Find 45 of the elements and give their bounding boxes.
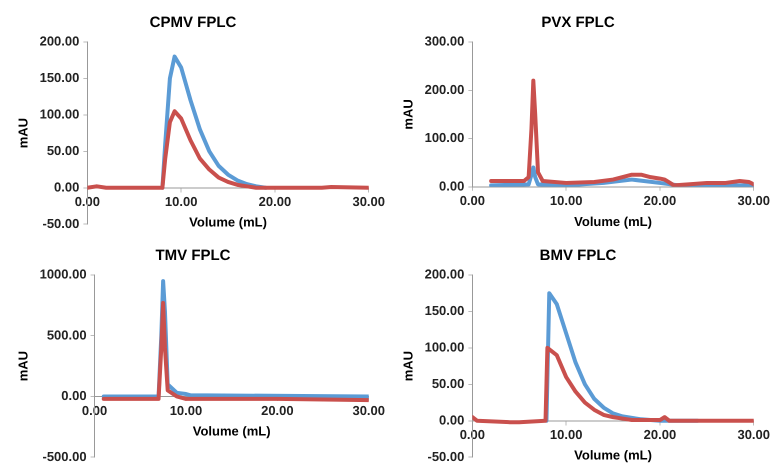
y-tick-label: -50.00: [427, 448, 464, 464]
x-tick-label: 20.00: [644, 193, 676, 208]
x-tick-label: 0.00: [460, 193, 486, 208]
x-tick-label: 30.00: [352, 402, 386, 418]
y-axis-title: mAU: [15, 350, 30, 382]
chart-title: TMV FPLC: [156, 247, 231, 264]
y-tick-label: -50.00: [42, 216, 80, 231]
y-tick-label: 100.00: [424, 339, 464, 354]
y-tick-label: 1000.00: [40, 266, 87, 282]
y-tick-label: 50.00: [46, 142, 80, 158]
x-tick-label: 20.00: [258, 194, 292, 210]
y-tick-label: 50.00: [432, 376, 464, 391]
y-tick-label: 0.00: [439, 412, 464, 428]
x-tick-label: 20.00: [261, 402, 294, 418]
y-tick-label: 500.00: [46, 327, 87, 342]
x-tick-label: 30.00: [737, 193, 770, 208]
x-tick-label: 10.00: [170, 402, 202, 418]
y-tick-label: 0.00: [439, 178, 464, 194]
y-tick-label: 0.00: [54, 179, 80, 194]
x-axis-title: Volume (mL): [574, 214, 652, 229]
x-tick-label: 10.00: [550, 427, 582, 442]
y-tick-label: 200.00: [424, 82, 464, 97]
y-tick-label: 200.00: [40, 34, 80, 49]
y-tick-label: -500.00: [42, 448, 87, 464]
y-tick-label: 200.00: [424, 266, 464, 282]
y-axis-title: mAU: [400, 350, 416, 382]
x-tick-label: 30.00: [352, 194, 386, 210]
x-axis-title: Volume (mL): [574, 448, 652, 463]
y-axis-title: mAU: [15, 118, 30, 148]
x-tick-label: 20.00: [644, 427, 676, 442]
y-tick-label: 150.00: [424, 303, 464, 318]
y-tick-label: 0.00: [61, 388, 87, 404]
chart-title: BMV FPLC: [540, 247, 616, 264]
x-tick-label: 10.00: [550, 193, 582, 208]
x-tick-label: 10.00: [164, 194, 198, 210]
y-tick-label: 100.00: [424, 130, 464, 146]
chart-title: CPMV FPLC: [150, 14, 236, 32]
y-axis-title: mAU: [400, 99, 416, 130]
x-axis-title: Volume (mL): [189, 214, 267, 230]
x-tick-label: 30.00: [737, 427, 770, 442]
y-tick-label: 100.00: [40, 106, 80, 122]
y-tick-label: 150.00: [40, 70, 80, 86]
y-tick-label: 300.00: [424, 34, 464, 49]
chart-title: PVX FPLC: [541, 14, 615, 32]
x-axis-title: Volume (mL): [192, 423, 271, 438]
